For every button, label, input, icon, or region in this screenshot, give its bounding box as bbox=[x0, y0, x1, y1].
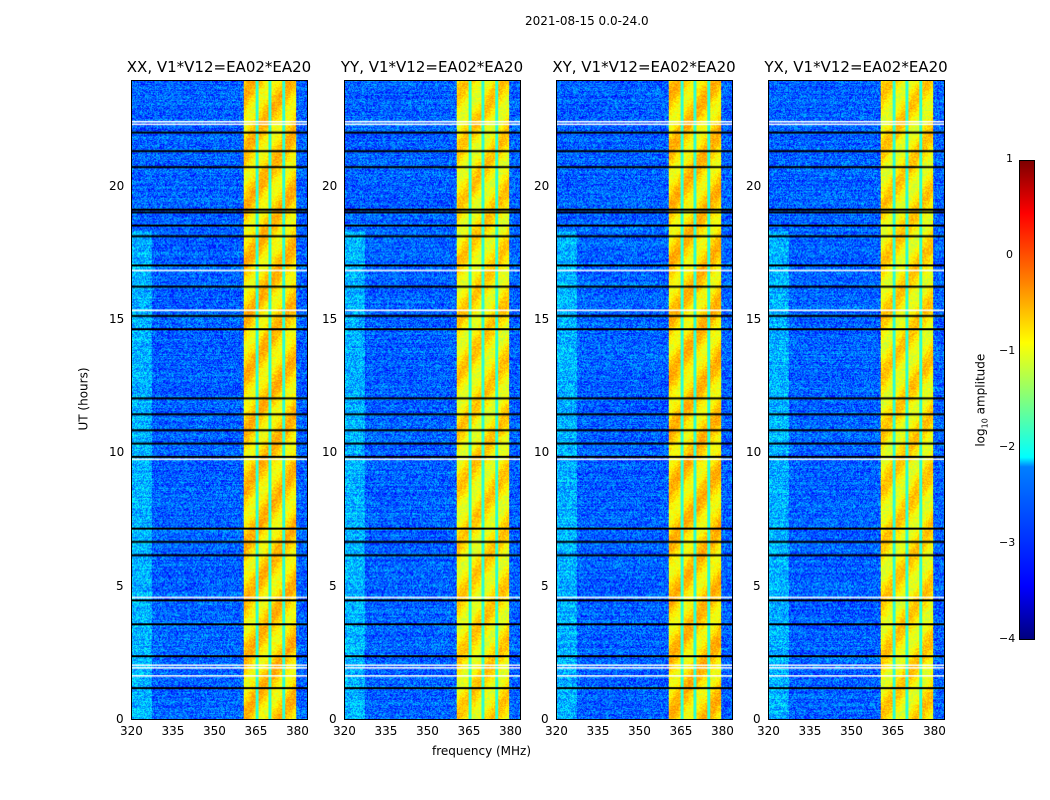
waterfall-panel bbox=[768, 80, 945, 720]
x-tick-label: 335 bbox=[161, 724, 185, 738]
colorbar-tick-label: −2 bbox=[999, 440, 1016, 453]
x-tick-label: 335 bbox=[798, 724, 822, 738]
x-tick-label: 320 bbox=[333, 724, 356, 738]
y-tick-label: 20 bbox=[109, 178, 125, 193]
y-tick-label: 20 bbox=[746, 178, 762, 193]
x-tick-label: 350 bbox=[839, 724, 863, 738]
y-tick-label: 5 bbox=[329, 578, 337, 593]
y-axis-label: UT (hours) bbox=[76, 367, 91, 431]
x-tick-label: 320 bbox=[757, 724, 780, 738]
x-tick-label: 365 bbox=[457, 724, 481, 738]
x-tick-label: 380 bbox=[285, 724, 309, 738]
y-tick-label: 0 bbox=[753, 712, 761, 726]
waterfall-panel bbox=[344, 80, 521, 720]
x-tick-label: 320 bbox=[545, 724, 568, 738]
x-tick-label: 380 bbox=[710, 724, 734, 738]
colorbar-tick-label: −1 bbox=[999, 344, 1016, 357]
figure-title: 2021-08-15 0.0-24.0 bbox=[525, 14, 649, 28]
x-axis-label: frequency (MHz) bbox=[432, 744, 532, 758]
y-tick-label: 5 bbox=[541, 578, 549, 593]
colorbar-tick-label: −4 bbox=[999, 632, 1016, 645]
x-tick-label: 350 bbox=[202, 724, 226, 738]
panel-title: YX, V1*V12=EA02*EA20 bbox=[764, 58, 948, 76]
colorbar-tick-label: 0 bbox=[1006, 248, 1013, 261]
x-tick-label: 365 bbox=[669, 724, 693, 738]
y-tick-label: 20 bbox=[534, 178, 550, 193]
heatmap-image bbox=[132, 81, 307, 719]
x-tick-label: 335 bbox=[374, 724, 398, 738]
heatmap-image bbox=[769, 81, 944, 719]
colorbar-tick-label: −3 bbox=[999, 536, 1016, 549]
waterfall-panel bbox=[556, 80, 733, 720]
x-tick-label: 350 bbox=[415, 724, 439, 738]
x-tick-label: 320 bbox=[120, 724, 143, 738]
y-tick-label: 5 bbox=[753, 578, 761, 593]
y-tick-label: 5 bbox=[116, 578, 124, 593]
y-tick-label: 10 bbox=[109, 445, 125, 460]
x-tick-label: 365 bbox=[244, 724, 268, 738]
heatmap-image bbox=[345, 81, 520, 719]
panel-title: XY, V1*V12=EA02*EA20 bbox=[552, 58, 736, 76]
y-tick-label: 0 bbox=[329, 712, 337, 726]
colorbar bbox=[1019, 160, 1035, 640]
y-tick-label: 20 bbox=[322, 178, 338, 193]
y-tick-label: 10 bbox=[322, 445, 338, 460]
y-tick-label: 10 bbox=[746, 445, 762, 460]
colorbar-tick-label: 1 bbox=[1006, 152, 1013, 165]
waterfall-panel bbox=[131, 80, 308, 720]
panel-title: YY, V1*V12=EA02*EA20 bbox=[340, 58, 524, 76]
x-tick-label: 335 bbox=[586, 724, 610, 738]
x-tick-label: 380 bbox=[498, 724, 522, 738]
y-tick-label: 0 bbox=[116, 712, 124, 726]
y-tick-label: 10 bbox=[534, 445, 550, 460]
y-tick-label: 15 bbox=[322, 312, 338, 326]
y-tick-label: 15 bbox=[109, 312, 125, 326]
colorbar-label: log10 amplitude bbox=[973, 353, 990, 447]
x-tick-label: 350 bbox=[627, 724, 651, 738]
y-tick-label: 15 bbox=[534, 312, 550, 326]
heatmap-image bbox=[557, 81, 732, 719]
x-tick-label: 365 bbox=[881, 724, 905, 738]
y-tick-label: 0 bbox=[541, 712, 549, 726]
panel-title: XX, V1*V12=EA02*EA20 bbox=[126, 58, 312, 76]
x-tick-label: 380 bbox=[922, 724, 946, 738]
y-tick-label: 15 bbox=[746, 312, 762, 326]
